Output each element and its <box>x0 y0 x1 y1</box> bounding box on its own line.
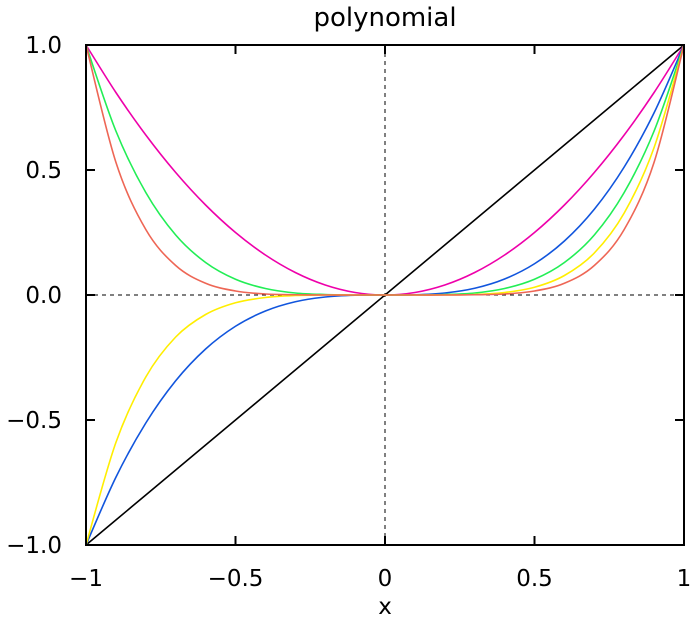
series-line-5 <box>85 44 685 296</box>
x-tick-label-2: 0 <box>378 566 393 592</box>
tick-labels: −1 −0.5 0 0.5 1 −1.0 −0.5 0.0 0.5 1.0 <box>6 33 691 592</box>
series-line-3 <box>85 44 685 296</box>
y-tick-label-0: −1.0 <box>6 533 62 559</box>
chart-title: polynomial <box>313 3 456 33</box>
y-tick-label-4: 1.0 <box>25 33 62 59</box>
x-axis-label: x <box>378 594 392 620</box>
x-tick-label-4: 1 <box>677 566 692 592</box>
x-tick-label-0: −1 <box>69 566 103 592</box>
y-tick-label-2: 0.0 <box>25 283 62 309</box>
series-layer <box>85 44 685 546</box>
y-tick-label-3: 0.5 <box>25 158 62 184</box>
series-line-1 <box>85 44 685 296</box>
x-tick-label-1: −0.5 <box>208 566 264 592</box>
x-tick-label-3: 0.5 <box>516 566 553 592</box>
ticks-layer <box>85 44 685 546</box>
y-tick-label-1: −0.5 <box>6 408 62 434</box>
